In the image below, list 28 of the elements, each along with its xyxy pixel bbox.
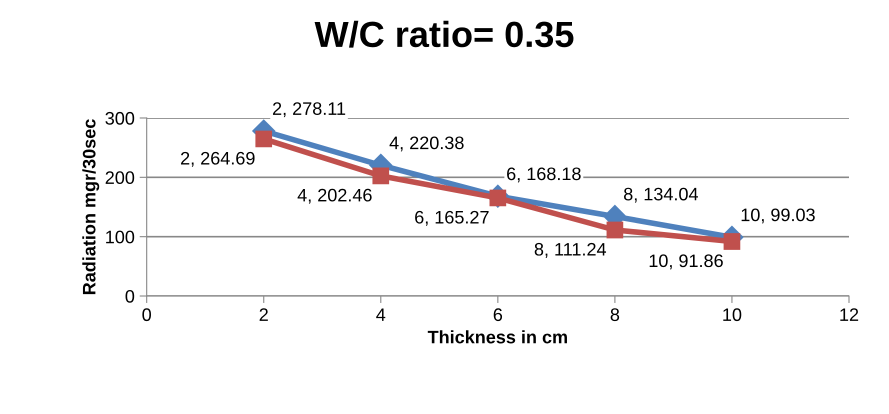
data-label: 2, 278.11 (272, 102, 346, 118)
data-label: 10, 99.03 (742, 208, 815, 224)
y-tick-label: 100 (106, 230, 134, 244)
x-tick-label: 8 (610, 308, 620, 322)
y-axis-title: Radiation mgr/30sec (82, 119, 100, 294)
data-label: 6, 168.18 (507, 167, 581, 182)
y-tick-label: 300 (105, 112, 134, 125)
x-tick-label: 0 (142, 308, 151, 322)
data-label: 4, 202.46 (298, 188, 372, 204)
x-tick-label: 2 (260, 308, 268, 321)
data-label: 10, 91.86 (650, 254, 723, 270)
data-label: 8, 134.04 (624, 188, 698, 203)
point (255, 130, 272, 148)
data-label: 4, 220.38 (390, 136, 464, 152)
point (372, 168, 390, 184)
data-label: 6, 165.27 (415, 210, 489, 226)
y-tick-label: 200 (106, 171, 134, 184)
x-axis-title: Thickness in cm (428, 330, 567, 344)
point (606, 222, 624, 238)
y-tick-label: 0 (126, 290, 134, 303)
x-tick-label: 4 (376, 308, 386, 321)
point (724, 233, 740, 250)
x-tick-label: 6 (494, 308, 502, 322)
data-label: 8, 111.24 (534, 242, 606, 258)
data-label: 2, 264.69 (181, 152, 255, 167)
x-tick-label: 12 (840, 308, 858, 321)
chart-title: W/C ratio= 0.35 (314, 20, 574, 48)
x-tick-label: 10 (723, 308, 742, 322)
